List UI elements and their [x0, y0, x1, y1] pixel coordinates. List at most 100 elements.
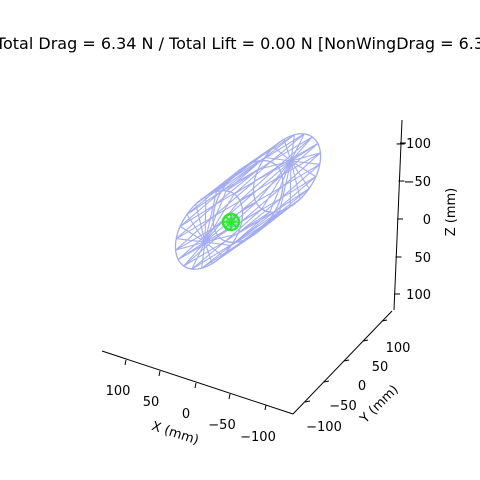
x-tick-mark	[194, 382, 197, 389]
mesh-edge	[241, 185, 284, 222]
y-tick-mark	[381, 319, 388, 322]
x-tick-label: −50	[208, 418, 235, 433]
y-tick-mark	[362, 339, 369, 342]
mesh-edge	[280, 176, 317, 200]
mesh-edge	[237, 198, 281, 235]
mesh-edge	[290, 160, 310, 189]
mesh-edge	[255, 160, 292, 203]
mesh-edge	[204, 241, 232, 247]
z-tick-label: −50	[404, 175, 431, 190]
y-tick-label: 100	[386, 341, 411, 356]
mesh-edge	[176, 216, 214, 240]
y-tick-label: −50	[329, 399, 356, 414]
z-tick-label: 0	[423, 213, 431, 228]
mesh-edge	[201, 241, 236, 269]
z-tick-label: 100	[406, 288, 431, 303]
mesh-edge	[212, 192, 254, 218]
mesh-edge	[213, 192, 254, 229]
x-tick-label: 50	[143, 395, 160, 410]
mesh-edge	[191, 240, 226, 270]
x-tick-mark	[124, 359, 127, 366]
mesh-edge	[277, 136, 313, 168]
y-tick-mark	[343, 359, 350, 362]
mesh-edge	[216, 160, 262, 193]
mesh-edge	[290, 160, 301, 200]
mesh-edge	[290, 152, 321, 162]
mesh-edge	[253, 160, 292, 194]
mesh-edge	[290, 160, 320, 165]
mesh-edge	[274, 176, 317, 212]
mesh-edge	[179, 191, 222, 227]
mesh-edge	[212, 181, 255, 218]
mesh-edge	[204, 241, 223, 257]
mesh-edge	[281, 143, 319, 176]
chart-title: Total Drag = 6.34 N / Total Lift = 0.00 …	[0, 34, 480, 53]
z-tick-label: −100	[395, 137, 431, 152]
mesh-edge	[195, 203, 206, 243]
x-tick-label: 100	[106, 384, 131, 399]
z-axis-label: Z (mm)	[444, 188, 459, 237]
mesh-edge	[191, 241, 236, 270]
mesh-edge	[239, 174, 283, 201]
y-tick-label: −100	[306, 420, 342, 435]
marker-stroke	[224, 215, 238, 229]
mesh-edge	[260, 133, 305, 162]
mesh-edge	[245, 210, 280, 240]
mesh-edge	[183, 240, 226, 267]
y-tick-label: 50	[372, 360, 389, 375]
mesh-edge	[260, 134, 295, 162]
mesh-edge	[177, 235, 219, 260]
mesh-edge	[175, 227, 215, 251]
mesh-edge	[204, 196, 207, 243]
mesh-edge	[215, 168, 259, 205]
y-tick-mark	[323, 380, 330, 383]
mesh-edge	[175, 203, 216, 240]
wireframe-mesh	[174, 133, 322, 270]
mesh-edge	[225, 208, 263, 242]
mesh-edge	[183, 235, 219, 267]
x-tick-mark	[228, 393, 231, 400]
x-tick-mark	[264, 404, 267, 411]
mesh-edge	[283, 139, 292, 162]
mesh-edge	[186, 191, 222, 215]
mesh-edge	[175, 241, 206, 251]
mesh-edge	[274, 188, 310, 212]
mesh-edge	[201, 239, 246, 269]
mesh-edge	[290, 133, 305, 162]
mesh-edge	[241, 198, 281, 222]
mesh-edge	[282, 152, 321, 187]
mesh-edge	[175, 216, 214, 251]
mesh-edge	[239, 166, 278, 201]
mesh-edge	[225, 161, 271, 192]
mesh-edge	[201, 241, 206, 269]
x-axis-label: X (mm)	[150, 419, 201, 448]
mesh-edge	[237, 211, 276, 235]
x-tick-label: −100	[240, 430, 276, 445]
mesh-edge	[176, 238, 206, 243]
mesh-edge	[282, 163, 320, 187]
mesh-edge	[273, 146, 292, 162]
mesh-edge	[225, 160, 262, 192]
z-tick-label: 50	[414, 251, 431, 266]
mesh-edge	[204, 241, 213, 264]
mesh-edge	[270, 136, 313, 163]
y-tick-mark	[304, 400, 311, 403]
mesh-edge	[179, 203, 216, 227]
mesh-edge	[177, 227, 215, 260]
mesh-edge	[204, 190, 227, 243]
mesh-edge	[242, 174, 283, 211]
mesh-edge	[289, 160, 292, 207]
z-axis: −100 −50 0 50 100 Z (mm)	[393, 119, 459, 311]
mesh-edge	[277, 143, 319, 168]
mesh-edge	[250, 134, 295, 164]
mesh-edge	[230, 211, 276, 246]
mesh-edge	[191, 241, 206, 270]
mesh-edge	[280, 163, 321, 200]
mesh-edge	[216, 163, 251, 193]
mesh-edge	[233, 161, 271, 195]
mesh-edge	[233, 166, 278, 195]
mesh-edge	[270, 133, 305, 163]
mesh-edge	[264, 156, 292, 162]
